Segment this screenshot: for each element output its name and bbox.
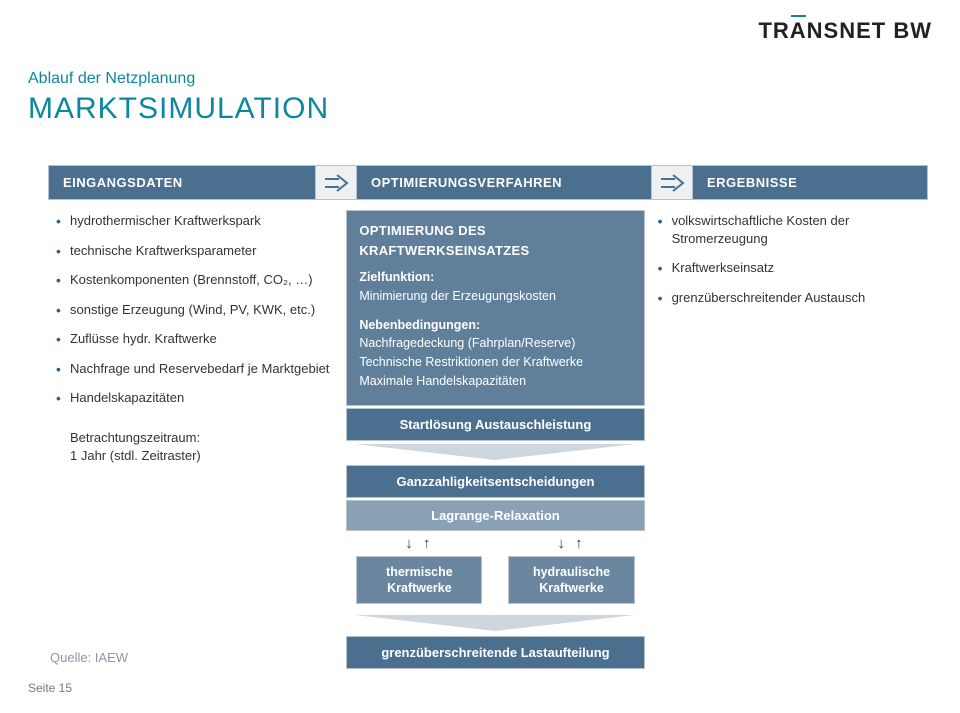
updown-arrows-icon: ↓ ↑: [356, 535, 482, 552]
diagram: EINGANGSDATEN OPTIMIERUNGSVERFAHREN ERGE…: [48, 165, 928, 669]
brand-logo: TRANSNET BW: [758, 18, 932, 44]
source-label: Quelle: IAEW: [50, 650, 128, 665]
list-item: hydrothermischer Kraftwerkspark: [56, 212, 338, 230]
flow-integer: Ganzzahligkeitsentscheidungen: [346, 465, 644, 498]
header-results: ERGEBNISSE: [692, 165, 928, 200]
flow-final: grenzüberschreitende Lastaufteilung: [346, 636, 644, 669]
brand-pre: TR: [758, 18, 789, 43]
unit-hydraulic: ↓ ↑ hydraulische Kraftwerke: [508, 535, 634, 605]
chevron-down-icon: [355, 444, 635, 460]
updown-arrows-icon: ↓ ↑: [508, 535, 634, 552]
timeframe-note: Betrachtungszeitraum: 1 Jahr (stdl. Zeit…: [56, 429, 338, 465]
col-results: volkswirtschaftliche Kosten der Stromerz…: [650, 200, 928, 669]
opt-constraints-h: Nebenbedingungen:: [359, 316, 631, 335]
unit-thermal: ↓ ↑ thermische Kraftwerke: [356, 535, 482, 605]
columns: hydrothermischer Kraftwerkspark technisc…: [48, 200, 928, 669]
list-item: volkswirtschaftliche Kosten der Stromerz…: [658, 212, 920, 247]
header-inputs: EINGANGSDATEN: [48, 165, 316, 200]
brand-bw: BW: [886, 18, 932, 43]
list-item: sonstige Erzeugung (Wind, PV, KWK, etc.): [56, 301, 338, 319]
flow-start: Startlösung Austauschleistung: [346, 408, 644, 441]
opt-constraint: Nachfragedeckung (Fahrplan/Reserve): [359, 334, 631, 353]
brand-a-wrap: A: [790, 18, 807, 44]
list-item: Kostenkomponenten (Brennstoff, CO₂, …): [56, 271, 338, 289]
list-item: technische Kraftwerksparameter: [56, 242, 338, 260]
optimization-box: OPTIMIERUNG DES KRAFTWERKSEINSATZES Ziel…: [346, 210, 644, 406]
chevron-down-icon: [355, 615, 635, 631]
arrow-icon: [316, 165, 356, 200]
note-line: 1 Jahr (stdl. Zeitraster): [70, 447, 338, 465]
list-item: Zuflüsse hydr. Kraftwerke: [56, 330, 338, 348]
header-row: EINGANGSDATEN OPTIMIERUNGSVERFAHREN ERGE…: [48, 165, 928, 200]
list-item: Nachfrage und Reservebedarf je Marktgebi…: [56, 360, 338, 378]
header-optimize: OPTIMIERUNGSVERFAHREN: [356, 165, 652, 200]
opt-title: OPTIMIERUNG DES KRAFTWERKSEINSATZES: [359, 221, 631, 260]
col-inputs: hydrothermischer Kraftwerkspark technisc…: [48, 200, 346, 669]
opt-constraint: Technische Restriktionen der Kraftwerke: [359, 353, 631, 372]
unit-thermal-label: thermische Kraftwerke: [356, 556, 482, 605]
arrow-icon: [652, 165, 692, 200]
page-subtitle: Ablauf der Netzplanung: [28, 70, 195, 88]
page-title: MARKTSIMULATION: [28, 92, 329, 126]
col-optimize: OPTIMIERUNG DES KRAFTWERKSEINSATZES Ziel…: [346, 200, 644, 669]
note-line: Betrachtungszeitraum:: [70, 429, 338, 447]
list-item: Kraftwerkseinsatz: [658, 259, 920, 277]
brand-post: NSNET: [807, 18, 887, 43]
unit-hydraulic-label: hydraulische Kraftwerke: [508, 556, 634, 605]
flow-lagrange: Lagrange-Relaxation: [346, 500, 644, 531]
results-list: volkswirtschaftliche Kosten der Stromerz…: [658, 212, 920, 306]
page-number: Seite 15: [28, 681, 72, 695]
inputs-list: hydrothermischer Kraftwerkspark technisc…: [56, 212, 338, 407]
opt-constraint: Maximale Handelskapazitäten: [359, 372, 631, 391]
opt-objective-t: Minimierung der Erzeugungskosten: [359, 287, 631, 306]
unit-row: ↓ ↑ thermische Kraftwerke ↓ ↑ hydraulisc…: [346, 531, 644, 613]
list-item: grenzüberschreitender Austausch: [658, 289, 920, 307]
brand-a: A: [790, 18, 807, 43]
opt-objective-h: Zielfunktion:: [359, 268, 631, 287]
list-item: Handelskapazitäten: [56, 389, 338, 407]
